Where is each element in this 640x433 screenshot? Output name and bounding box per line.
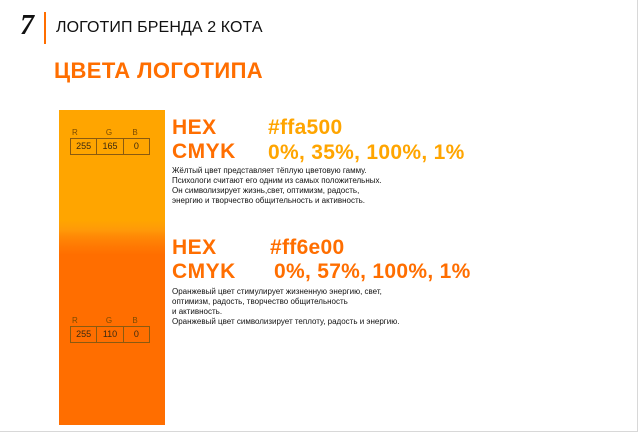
rgb-value-r: 255 <box>71 327 98 342</box>
description-line: Психологи считают его одним из самых пол… <box>172 176 382 185</box>
hex-value-yellow: #ffa500 <box>268 116 343 139</box>
cmyk-value-yellow: 0%, 35%, 100%, 1% <box>268 141 465 164</box>
rgb-values: 255 110 0 <box>70 326 150 343</box>
rgb-label-r: R <box>72 316 78 325</box>
rgb-label-r: R <box>72 128 78 137</box>
page-number: 7 <box>20 10 34 41</box>
header-divider <box>44 12 46 44</box>
description-line: энергию и творчество общительность и акт… <box>172 196 365 205</box>
rgb-label-b: B <box>132 128 138 137</box>
description-line: Жёлтый цвет представляет тёплую цветовую… <box>172 166 367 175</box>
rgb-header: R G B <box>70 316 150 326</box>
page-header-title: ЛОГОТИП БРЕНДА 2 КОТА <box>56 19 263 36</box>
rgb-value-b: 0 <box>133 141 139 151</box>
rgb-value-g: 110 <box>97 327 124 342</box>
description-yellow: Жёлтый цвет представляет тёплую цветовую… <box>172 166 382 206</box>
hex-label-yellow: HEX <box>172 116 217 139</box>
description-line: и активность. <box>172 307 223 316</box>
description-line: Оранжевый цвет стимулирует жизненную эне… <box>172 287 382 296</box>
hex-value-orange: #ff6e00 <box>270 236 345 259</box>
rgb-values: 255 165 0 <box>70 138 150 155</box>
rgb-value-b: 0 <box>133 329 139 339</box>
cmyk-label-orange: CMYK <box>172 260 236 283</box>
rgb-label-g: G <box>105 128 113 137</box>
description-orange: Оранжевый цвет стимулирует жизненную эне… <box>172 287 399 327</box>
section-title: ЦВЕТА ЛОГОТИПА <box>54 58 264 83</box>
rgb-table-orange: R G B 255 110 0 <box>70 316 150 343</box>
rgb-value-r: 255 <box>71 139 98 154</box>
rgb-label-g: G <box>105 316 113 325</box>
description-line: оптимизм, радость, творчество общительно… <box>172 297 348 306</box>
hex-label-orange: HEX <box>172 236 217 259</box>
color-swatch-gradient <box>59 110 165 425</box>
description-line: Он символизирует жизнь,свет, оптимизм, р… <box>172 186 360 195</box>
rgb-value-g: 165 <box>97 139 124 154</box>
rgb-header: R G B <box>70 128 150 138</box>
cmyk-value-orange: 0%, 57%, 100%, 1% <box>274 260 471 283</box>
rgb-table-yellow: R G B 255 165 0 <box>70 128 150 155</box>
cmyk-label-yellow: CMYK <box>172 140 236 163</box>
description-line: Оранжевый цвет символизирует теплоту, ра… <box>172 317 400 326</box>
rgb-label-b: B <box>132 316 138 325</box>
